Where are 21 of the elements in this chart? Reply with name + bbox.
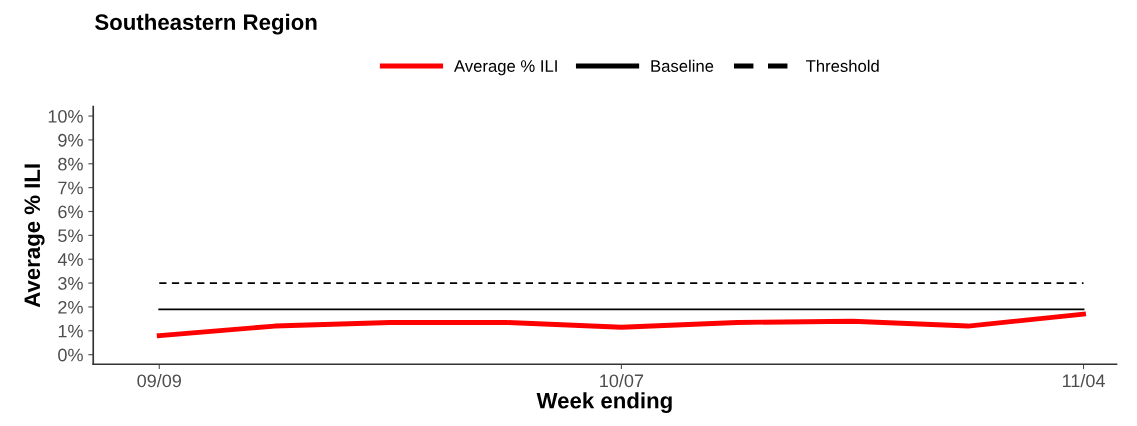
x-tick-label: 11/04 xyxy=(1062,373,1105,388)
x-tick-label: 09/09 xyxy=(137,373,181,388)
legend-label: Baseline xyxy=(651,59,714,72)
y-tick-label: 2% xyxy=(58,300,83,314)
legend-label: Threshold xyxy=(806,59,879,72)
y-tick-label: 7% xyxy=(58,181,83,195)
x-tick-label: 10/07 xyxy=(600,373,644,388)
y-tick-label: 0% xyxy=(58,348,83,362)
line-series xyxy=(156,311,1086,339)
legend-label: Average % ILI xyxy=(454,60,557,76)
y-tick-label: 6% xyxy=(58,205,83,219)
x-axis-title: Week ending xyxy=(536,392,672,413)
y-axis-title: Average % ILI xyxy=(24,164,45,308)
y-tick-label: 3% xyxy=(58,277,83,290)
y-tick-label: 10% xyxy=(48,109,83,123)
y-tick-label: 5% xyxy=(58,229,83,243)
y-tick-label: 4% xyxy=(57,253,83,266)
y-tick-label: 8% xyxy=(58,157,83,171)
y-tick-label: 1% xyxy=(58,324,83,338)
y-tick-label: 9% xyxy=(58,133,83,147)
chart-title: Southeastern Region xyxy=(95,13,317,35)
